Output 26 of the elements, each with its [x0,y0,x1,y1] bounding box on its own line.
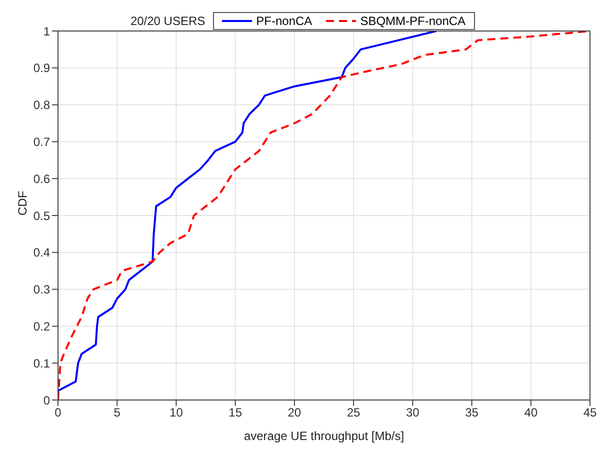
x-tick-label: 20 [288,406,302,420]
x-tick-label: 5 [114,406,121,420]
y-tick-label: 0.9 [33,61,50,76]
legend-label: SBQMM-PF-nonCA [360,14,466,28]
y-tick-label: 0.2 [33,319,50,334]
chart-title: 20/20 USERS [130,14,206,28]
x-axis-title: average UE throughput [Mb/s] [244,429,404,443]
y-tick-label: 0.1 [33,356,50,370]
y-tick-label: 0.5 [33,208,50,223]
y-tick-label: 0.8 [33,98,50,112]
x-tick-label: 45 [583,406,597,420]
x-tick-label: 15 [228,406,242,420]
x-tick-label: 10 [170,406,184,420]
legend-label: PF-nonCA [256,14,312,28]
y-tick-label: 0.7 [33,134,50,149]
x-tick-label: 35 [465,406,479,420]
x-tick-label: 30 [406,406,420,420]
x-tick-label: 0 [54,406,62,420]
y-tick-label: 0.4 [33,246,50,260]
x-tick-label: 40 [524,406,538,420]
y-axis-title: CDF [15,190,30,216]
y-tick-label: 1 [43,24,50,38]
x-tick-label: 25 [346,406,361,420]
y-tick-label: 0.6 [33,172,50,186]
y-tick-label: 0.3 [33,282,50,297]
y-tick-label: 0 [43,393,50,408]
